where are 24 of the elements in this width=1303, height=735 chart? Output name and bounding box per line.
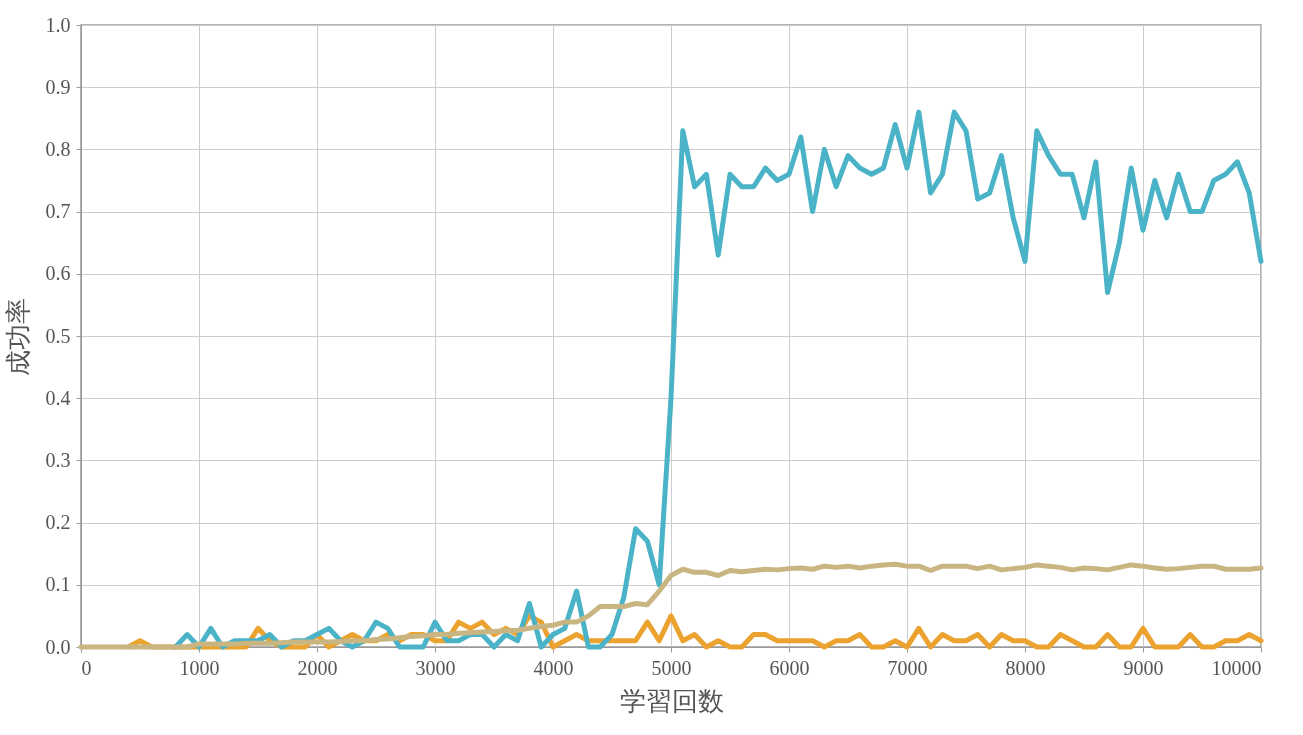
y-tick-label: 0.1 xyxy=(45,573,71,596)
y-tick-label: 0.3 xyxy=(45,448,71,471)
x-axis-title: 学習回数 xyxy=(619,685,724,716)
y-axis-title: 成功率 xyxy=(2,297,33,376)
x-tick-label: 1000 xyxy=(179,656,220,679)
y-tick-label: 0.0 xyxy=(45,635,71,658)
x-tick-label: 6000 xyxy=(769,656,810,679)
x-tick-label: 0 xyxy=(81,656,92,679)
y-tick-label: 0.9 xyxy=(45,75,71,98)
x-tick-label: 3000 xyxy=(415,656,456,679)
x-tick-label: 2000 xyxy=(297,656,338,679)
y-tick-label: 0.4 xyxy=(45,386,71,409)
x-tick-label: 10000 xyxy=(1211,656,1262,679)
x-tick-label: 8000 xyxy=(1005,656,1046,679)
y-tick-label: 1.0 xyxy=(45,13,71,36)
x-tick-label: 7000 xyxy=(887,656,928,679)
y-tick-label: 0.7 xyxy=(45,200,71,223)
x-tick-label: 5000 xyxy=(651,656,692,679)
y-tick-label: 0.6 xyxy=(45,262,71,285)
x-tick-label: 4000 xyxy=(533,656,574,679)
y-tick-label: 0.2 xyxy=(45,511,71,534)
y-tick-label: 0.5 xyxy=(45,324,71,347)
x-tick-label: 9000 xyxy=(1123,656,1164,679)
y-tick-label: 0.8 xyxy=(45,137,71,160)
